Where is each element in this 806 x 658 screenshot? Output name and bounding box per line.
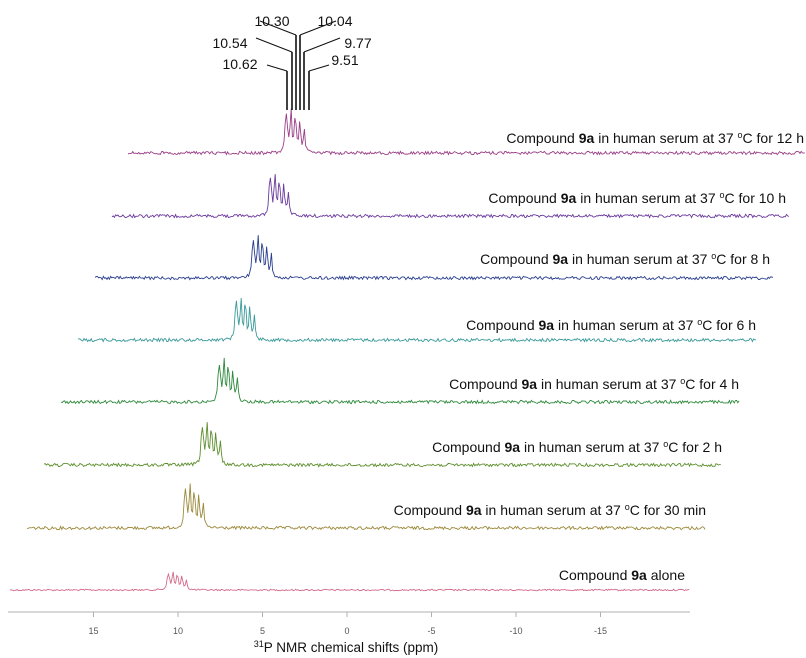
series-label-degree: o xyxy=(663,439,668,449)
series-label-post: in human serum at 37 xyxy=(482,502,625,518)
x-tick-label: -5 xyxy=(427,626,435,636)
series-label-end: C for 12 h xyxy=(743,130,804,146)
peak-label: 10.62 xyxy=(222,56,257,72)
series-label-compound: 9a xyxy=(553,251,569,267)
peak-label: 9.51 xyxy=(331,52,358,68)
spectrum-trace xyxy=(9,571,690,592)
series-label-pre: Compound xyxy=(432,439,504,455)
series-label-post: alone xyxy=(647,567,685,583)
series-label-post: in human serum at 37 xyxy=(554,317,697,333)
spectrum-trace xyxy=(127,108,805,156)
series-label-pre: Compound xyxy=(506,130,578,146)
series-label-pre: Compound xyxy=(480,251,552,267)
peak-leader xyxy=(255,37,293,53)
spectrum-trace xyxy=(43,422,721,468)
x-axis: 15 10 5 0 -5 -10 -15 xyxy=(8,611,690,636)
x-tick-label: -15 xyxy=(594,626,607,636)
spectra-traces xyxy=(9,108,805,592)
spectrum-trace xyxy=(94,235,774,281)
series-label-pre: Compound xyxy=(394,502,466,518)
series-label-post: in human serum at 37 xyxy=(520,439,663,455)
x-axis-label: 31P NMR chemical shifts (ppm) xyxy=(254,639,439,655)
series-label-end: C for 8 h xyxy=(716,251,770,267)
peak-leader xyxy=(259,20,297,36)
x-tick-label: 5 xyxy=(260,626,265,636)
series-label-degree: o xyxy=(711,251,716,261)
series-label: Compound 9a in human serum at 37 oC for … xyxy=(488,190,786,206)
x-axis-label-sup: 31 xyxy=(254,639,264,649)
peak-annotations: 10.62 10.54 10.30 10.04 9.779.51 xyxy=(212,13,372,110)
series-label: Compound 9a in human serum at 37 oC for … xyxy=(506,130,804,146)
series-label-pre: Compound xyxy=(449,376,521,392)
series-label-post: in human serum at 37 xyxy=(537,376,680,392)
series-label-degree: o xyxy=(720,190,725,200)
series-label: Compound 9a in human serum at 37 oC for … xyxy=(466,317,756,333)
peak-leader xyxy=(299,20,337,36)
series-label-compound: 9a xyxy=(522,376,538,392)
series-label-post: in human serum at 37 xyxy=(568,251,711,267)
series-label-pre: Compound xyxy=(488,190,560,206)
series-label: Compound 9a alone xyxy=(559,567,685,583)
series-label-degree: o xyxy=(625,502,630,512)
spectrum-trace xyxy=(77,297,757,343)
series-label-pre: Compound xyxy=(466,317,538,333)
series-label-end: C for 4 h xyxy=(685,376,739,392)
series-label-pre: Compound xyxy=(559,567,631,583)
x-tick-label: 0 xyxy=(344,626,349,636)
series-label-compound: 9a xyxy=(561,190,577,206)
series-label-degree: o xyxy=(680,376,685,386)
series-label-end: C for 30 min xyxy=(630,502,706,518)
peak-label: 9.77 xyxy=(344,35,371,51)
series-label-post: in human serum at 37 xyxy=(576,190,719,206)
x-tick-label: 10 xyxy=(173,626,183,636)
spectrum-trace xyxy=(60,357,740,405)
spectrum-trace xyxy=(111,174,790,219)
series-label: Compound 9a in human serum at 37 oC for … xyxy=(449,376,739,392)
series-label-degree: o xyxy=(738,130,743,140)
series-label-compound: 9a xyxy=(579,130,595,146)
peak-leader xyxy=(303,37,341,53)
peak-label: 10.04 xyxy=(317,13,352,29)
spectrum-trace xyxy=(26,483,706,531)
series-label: Compound 9a in human serum at 37 oC for … xyxy=(480,251,770,267)
peak-label: 10.30 xyxy=(254,13,289,29)
series-label-degree: o xyxy=(697,317,702,327)
x-tick-label: -10 xyxy=(509,626,522,636)
series-label-compound: 9a xyxy=(466,502,482,518)
peak-leader xyxy=(308,64,330,72)
series-label-end: C for 6 h xyxy=(702,317,756,333)
series-label-compound: 9a xyxy=(505,439,521,455)
peak-label: 10.54 xyxy=(212,35,247,51)
series-label-end: C for 10 h xyxy=(725,190,786,206)
series-label: Compound 9a in human serum at 37 oC for … xyxy=(394,502,706,518)
series-label-end: C for 2 h xyxy=(668,439,722,455)
series-label: Compound 9a in human serum at 37 oC for … xyxy=(432,439,722,455)
x-tick-label: 15 xyxy=(88,626,98,636)
series-label-compound: 9a xyxy=(631,567,647,583)
series-label-compound: 9a xyxy=(539,317,555,333)
series-label-post: in human serum at 37 xyxy=(594,130,737,146)
x-axis-label-main: P NMR chemical shifts (ppm) xyxy=(264,640,439,655)
peak-leader xyxy=(266,64,288,72)
